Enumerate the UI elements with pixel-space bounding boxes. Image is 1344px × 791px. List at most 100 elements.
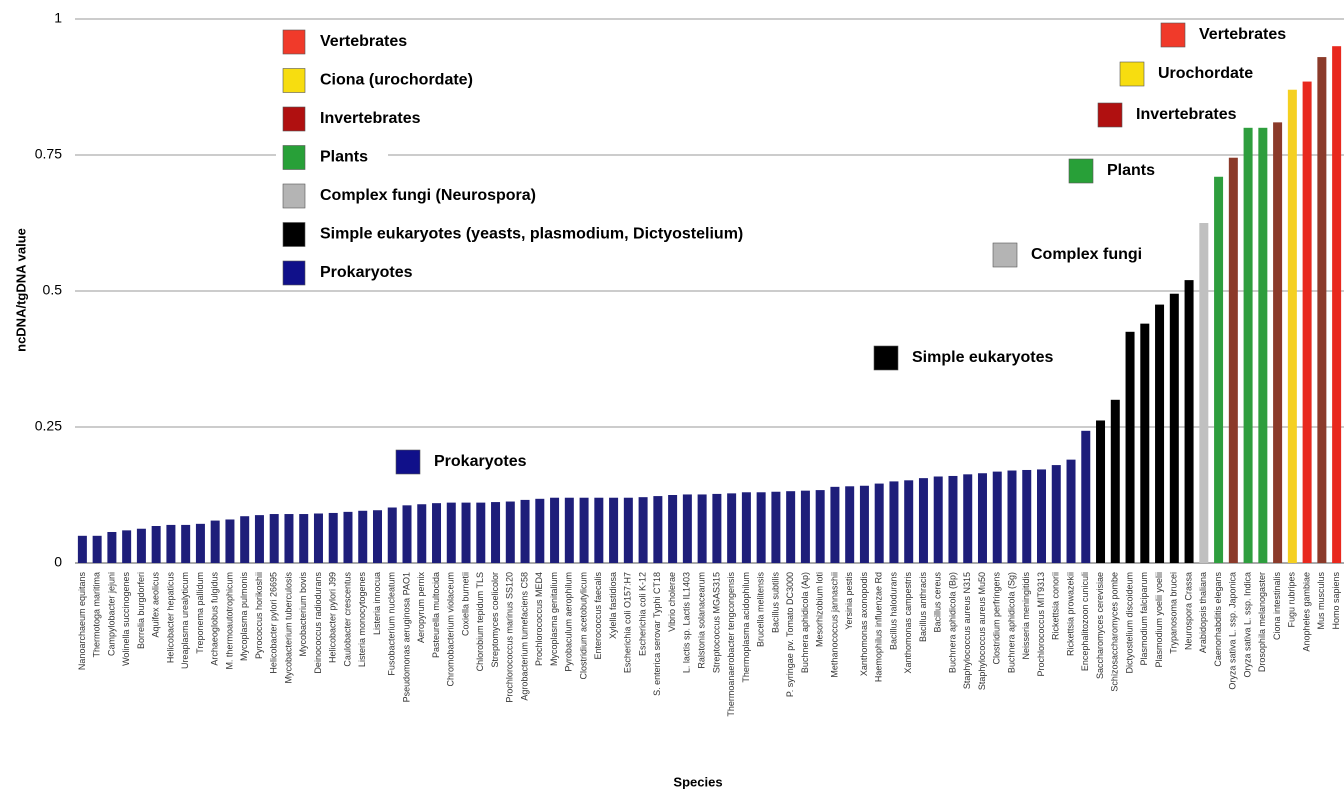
x-tick-label: Nanoarchaeum equitans [77,572,87,671]
legend-backing [276,220,764,249]
x-tick-label: Vibrio cholerae [667,572,677,632]
x-tick-label: Drosophila melanogaster [1257,572,1267,672]
bar [859,485,869,563]
legend-backing [276,66,493,95]
bar [358,510,368,563]
legend-swatch [282,106,306,132]
x-tick-label: Saccharomyces cerevisiae [1095,572,1105,679]
bar [1007,470,1017,563]
x-tick-label: Thermoanaerobacter tengcongensis [726,572,736,717]
bar [166,524,176,563]
x-tick-label: Xylella fastidiosa [608,572,618,639]
legend-swatch [282,222,306,247]
x-tick-label: Rickettsia conorii [1051,572,1061,640]
x-tick-label: Oryza sativa L. ssp. Japonica [1228,572,1238,690]
x-tick-label: Neisseria meningitidis [1021,572,1031,660]
bar [446,502,456,563]
bar [1287,89,1297,563]
x-tick-label: Neurospora Crassa [1183,572,1193,650]
bar [889,481,899,563]
bar [1022,469,1032,563]
bar [756,492,766,563]
x-tick-label: Campylobacter jejuni [106,572,116,656]
x-tick-label: Homo sapiens [1331,572,1341,630]
x-tick-label: Caulobacter crescentus [342,572,352,667]
bar [372,510,382,563]
bar [254,515,264,563]
annotation-label: Complex fungi [1031,246,1142,263]
bar [992,471,1002,563]
x-tick-label: Mycobacterium tuberculosis [283,572,293,684]
y-tick-label: 0.25 [35,418,62,434]
x-tick-label: Enterococcus faecalis [593,572,603,660]
x-tick-label: Anopheles gambiae [1301,572,1311,652]
bar [77,535,87,563]
bar [668,495,678,563]
bar [918,478,928,563]
x-tick-label: Oryza sativa L. ssp. Indica [1242,572,1252,678]
bar [609,497,619,563]
x-tick-label: Xanthomonas axonopodis [859,572,869,677]
bar [505,501,515,563]
x-tick-label: Ciona intestinalis [1272,572,1282,641]
x-tick-label: Buchnera aphidicola (Ap) [800,572,810,673]
legend-label: Complex fungi (Neurospora) [320,187,536,204]
bar [417,504,427,563]
x-tick-label: Buchnera aphidicola (Bp) [947,572,957,673]
x-tick-label: Wolinella succinogenes [121,572,131,666]
bar [1273,122,1283,564]
x-tick-label: Bacillus anthracis [918,572,928,643]
bar [1125,331,1135,563]
x-tick-label: Yersinia pestis [844,572,854,630]
bar [520,499,530,563]
annotation-label: Plants [1107,162,1155,179]
bar [697,494,707,563]
x-tick-label: Rickettsia prowazekii [1065,572,1075,656]
x-tick-label: Helicobacter pylori 26695 [269,572,279,674]
bar [653,496,663,563]
x-tick-label: Pasteurella multocida [431,572,441,658]
x-tick-label: Pyrococcus horikoshii [254,572,264,659]
bar [712,493,722,563]
x-axis-label: Species [673,774,722,789]
bar [535,498,545,563]
x-tick-label: Chlorobium tepidum TLS [475,572,485,671]
x-tick-label: Encephalitozoon cuniculi [1080,572,1090,671]
bar [151,526,161,563]
bar [727,493,737,563]
x-tick-label: Prochlorococcus MIT9313 [1036,572,1046,677]
x-tick-label: Borrelia burgdorferi [136,572,146,649]
y-axis-label: ncDNA/tgDNA value [13,228,28,352]
legend-label: Plants [320,149,368,166]
x-tick-label: Dictyostelium discoideum [1124,572,1134,674]
bar [343,511,353,563]
x-tick-label: Prochlorococcus marinus SS120 [505,572,515,703]
x-tick-label: Fugu rubripes [1287,572,1297,628]
x-tick-label: Thermotoga maritima [92,572,102,658]
x-tick-label: Treponema pallidum [195,572,205,654]
bar [299,514,309,563]
bar [195,523,205,563]
bar [564,497,574,563]
bar [1140,323,1150,563]
bar [284,514,294,563]
legend-backing [276,182,557,210]
y-tick-label: 0.5 [43,282,63,298]
x-tick-label: Buchnera aphidicola (Sg) [1006,572,1016,673]
bar [1051,465,1061,563]
x-tick-label: P. syringae pv. Tomato DC3000 [785,572,795,697]
legend-swatch [282,68,306,93]
bar [240,516,250,563]
x-tick-label: Listeria innocua [372,572,382,635]
bar [1228,157,1238,563]
x-tick-label: Fusobacterium nucleatum [387,572,397,676]
bar [269,514,279,563]
bar [328,512,338,563]
x-tick-label: Mus musculus [1316,572,1326,630]
x-tick-label: Bacillus halodurans [888,572,898,651]
bar [845,486,855,563]
x-tick-label: Bacillus cereus [933,572,943,633]
bar [594,497,604,563]
annotation-swatch [992,242,1018,268]
x-tick-label: Chromobacterium violaceum [446,572,456,687]
